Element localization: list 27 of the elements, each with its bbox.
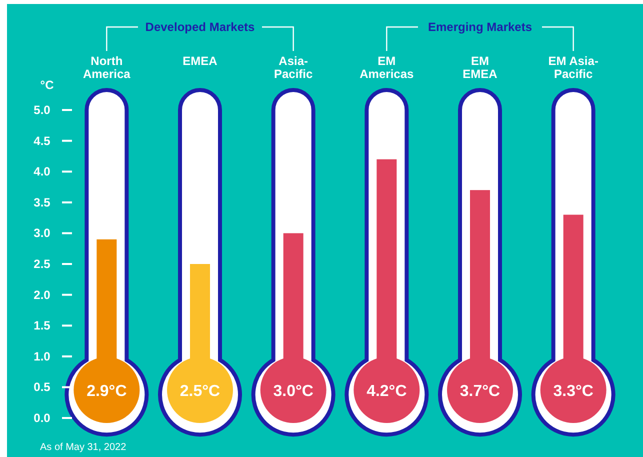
y-tick-label: 3.5 [34, 195, 51, 210]
y-tick-label: 0.5 [34, 380, 51, 394]
y-tick-label: 0.0 [34, 411, 51, 425]
x-tick-label: EM EMEA [462, 54, 498, 81]
y-tick-label: 2.0 [34, 288, 51, 302]
text: As of May 31, 2022 [40, 442, 127, 453]
text: Emerging Markets [428, 20, 532, 34]
y-tick-label: 4.5 [34, 134, 51, 148]
x-tick-label: EM Asia-Pacific [548, 54, 598, 81]
y-tick-label: 3.0 [34, 226, 51, 240]
data-label: 2.9°C [86, 383, 128, 400]
data-label: 3.3°C [553, 383, 594, 400]
y-tick-label: 1.5 [34, 318, 51, 333]
y-tick-label: 1.0 [34, 349, 51, 364]
y-tick-label: 4.0 [34, 164, 51, 179]
data-label: 3.0°C [273, 383, 314, 400]
data-label: 4.2°C [366, 383, 408, 400]
x-tick-label: Asia-Pacific [274, 54, 313, 81]
y-tick-label: 5.0 [34, 103, 51, 117]
data-label: 2.5°C [180, 383, 221, 400]
x-tick-label: EMEA [182, 54, 218, 68]
x-tick-label: North America [82, 54, 131, 81]
y-axis-title: °C [40, 78, 54, 92]
x-tick-label: EM Americas [360, 54, 414, 81]
text: Developed Markets [145, 20, 256, 34]
y-tick-label: 2.5 [34, 257, 51, 271]
data-label: 3.7°C [460, 383, 501, 400]
